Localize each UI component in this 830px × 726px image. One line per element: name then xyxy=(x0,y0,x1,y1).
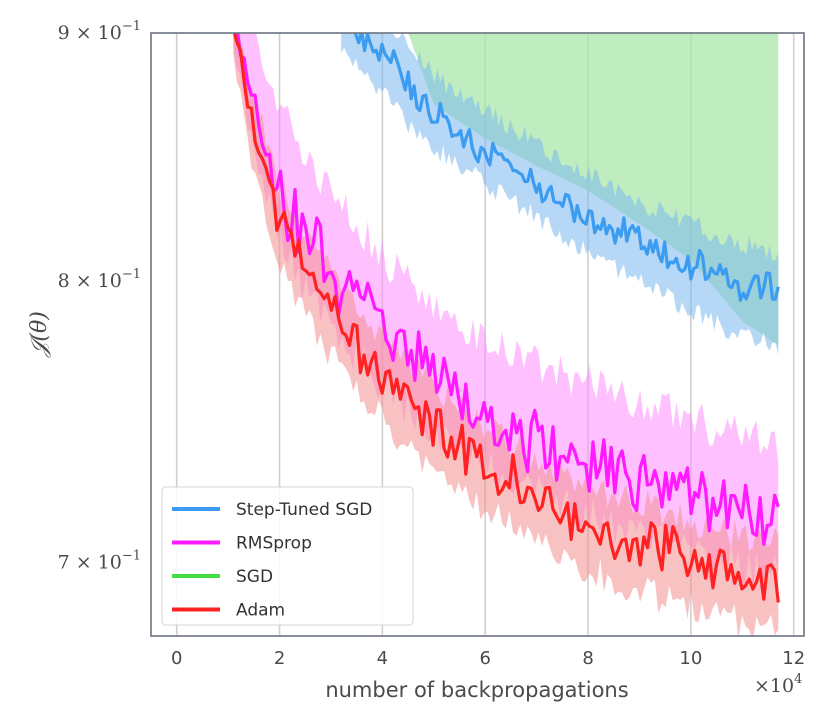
y-tick-exponent: −1 xyxy=(122,548,141,563)
legend-label-step-tuned-sgd: Step-Tuned SGD xyxy=(236,500,372,520)
series-lines xyxy=(232,33,780,603)
x-tick-label: 0 xyxy=(171,648,182,669)
x-tick-label: 12 xyxy=(782,648,805,669)
plot-frame xyxy=(150,32,805,637)
y-axis-ticks: 9 × 10−18 × 10−17 × 10−1 xyxy=(58,19,141,573)
adam-line xyxy=(232,33,780,603)
legend-box xyxy=(161,486,414,626)
legend-label-rmsprop: RMSprop xyxy=(236,534,312,554)
x-tick-label: 6 xyxy=(479,648,490,669)
x-tick-label: 2 xyxy=(274,648,285,669)
y-tick-mantissa: 7 × 10 xyxy=(58,551,122,573)
x-axis-multiplier: ×104 xyxy=(754,672,802,697)
adam-band xyxy=(233,33,779,636)
x-axis-ticks: 0 2 4 6 8 10 12 xyxy=(171,648,805,669)
y-tick-exponent: −1 xyxy=(122,267,141,282)
y-tick-label: 7 × 10−1 xyxy=(58,548,141,573)
y-tick-label: 8 × 10−1 xyxy=(58,267,141,292)
x-tick-label: 4 xyxy=(377,648,388,669)
x-tick-label: 10 xyxy=(679,648,702,669)
y-tick-label: 9 × 10−1 xyxy=(58,19,141,44)
step-tuned-sgd-band xyxy=(341,33,779,355)
x-axis-label: number of backpropagations xyxy=(325,678,628,702)
y-tick-exponent: −1 xyxy=(122,19,141,34)
legend: Step-Tuned SGD RMSprop SGD Adam xyxy=(161,486,414,626)
rmsprop-band xyxy=(233,33,779,592)
x-multiplier-exponent: 4 xyxy=(794,672,802,687)
step-tuned-sgd-line xyxy=(349,33,780,302)
confidence-bands xyxy=(233,33,779,636)
legend-label-sgd: SGD xyxy=(236,567,273,587)
y-axis-label: 𝒥(θ) xyxy=(27,311,52,358)
x-tick-label: 8 xyxy=(582,648,593,669)
y-tick-mantissa: 9 × 10 xyxy=(58,22,122,44)
x-multiplier-base: ×10 xyxy=(754,675,794,697)
rmsprop-line xyxy=(236,33,780,546)
y-tick-mantissa: 8 × 10 xyxy=(58,270,122,292)
legend-label-adam: Adam xyxy=(236,601,285,621)
